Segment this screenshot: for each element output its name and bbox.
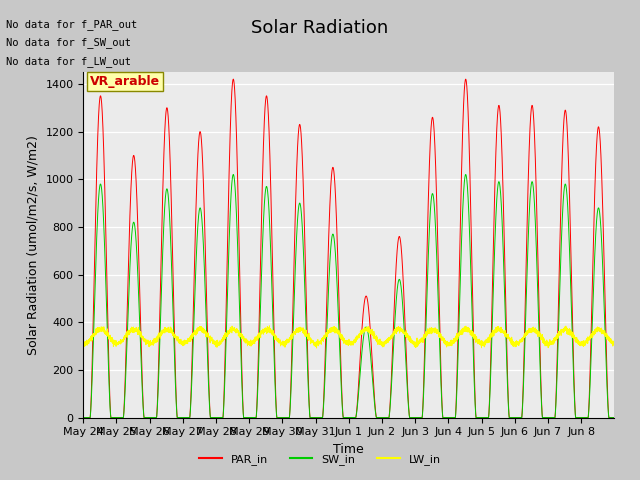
PAR_in <box>397 240 404 246</box>
LW_in <box>397 326 405 332</box>
SW_in <box>534 304 542 310</box>
PAR_in <box>611 415 618 420</box>
PAR_in <box>189 308 197 314</box>
Line: SW_in: SW_in <box>83 175 614 418</box>
SW_in <box>79 415 87 420</box>
PAR_in <box>520 335 528 340</box>
Line: LW_in: LW_in <box>83 326 614 348</box>
SW_in <box>189 336 197 342</box>
LW_in <box>189 330 197 336</box>
LW_in <box>521 331 529 337</box>
Text: VR_arable: VR_arable <box>90 75 160 88</box>
PAR_in <box>534 268 542 274</box>
Legend: PAR_in, SW_in, LW_in: PAR_in, SW_in, LW_in <box>195 450 445 469</box>
LW_in <box>534 330 542 336</box>
Text: No data for f_LW_out: No data for f_LW_out <box>6 56 131 67</box>
Text: No data for f_SW_out: No data for f_SW_out <box>6 37 131 48</box>
LW_in <box>369 333 376 339</box>
Y-axis label: Solar Radiation (umol/m2/s, W/m2): Solar Radiation (umol/m2/s, W/m2) <box>27 135 40 355</box>
PAR_in <box>462 76 470 82</box>
X-axis label: Time: Time <box>333 443 364 456</box>
SW_in <box>397 281 404 287</box>
SW_in <box>611 415 618 420</box>
PAR_in <box>79 415 87 420</box>
PAR_in <box>369 359 376 365</box>
LW_in <box>495 324 502 329</box>
LW_in <box>611 340 618 346</box>
Text: No data for f_PAR_out: No data for f_PAR_out <box>6 19 138 30</box>
SW_in <box>520 354 528 360</box>
LW_in <box>266 323 273 329</box>
Line: PAR_in: PAR_in <box>83 79 614 418</box>
SW_in <box>369 373 376 379</box>
SW_in <box>462 172 470 178</box>
LW_in <box>79 340 87 346</box>
Text: Solar Radiation: Solar Radiation <box>252 19 388 37</box>
SW_in <box>495 180 502 185</box>
LW_in <box>313 345 321 351</box>
PAR_in <box>495 104 502 109</box>
